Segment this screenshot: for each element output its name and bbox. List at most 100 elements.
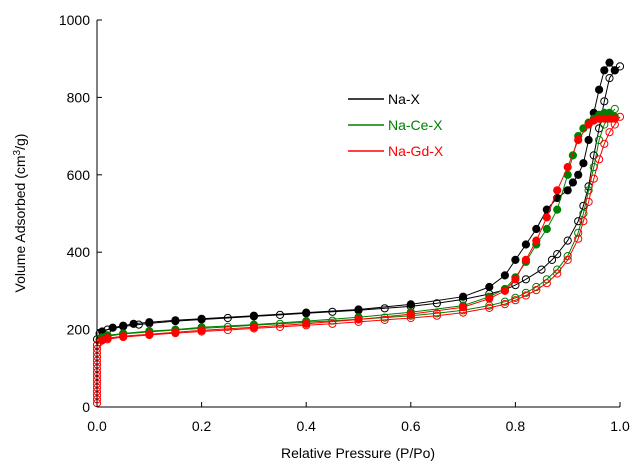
data-point-na-gd-x-adsorption — [574, 234, 583, 243]
data-point-na-gd-x-adsorption — [553, 269, 562, 278]
legend: Na-X Na-Ce-X Na-Gd-X — [348, 91, 444, 159]
ticks: 0.0 0.2 0.4 0.6 0.8 1.0 0 200 400 600 800 1000 — [59, 12, 630, 434]
data-point-na-gd-x-desorption — [302, 319, 311, 328]
y-tick-label: 800 — [67, 89, 91, 105]
series-line-na-x-desorption — [102, 61, 616, 332]
data-point-na-x-desorption — [197, 314, 206, 323]
data-point-na-ce-x-adsorption — [579, 209, 588, 218]
legend-label-na-ce-x: Na-Ce-X — [388, 117, 443, 133]
data-point-na-x-desorption — [563, 186, 572, 195]
data-point-na-gd-x-adsorption — [584, 197, 593, 206]
data-point-na-gd-x-adsorption — [432, 311, 441, 320]
data-point-na-x-desorption — [406, 300, 415, 309]
x-axis-label: Relative Pressure (P/Po) — [281, 445, 435, 461]
data-point-na-x-adsorption — [380, 304, 389, 313]
data-point-na-x-desorption — [574, 170, 583, 179]
plot-area — [92, 58, 625, 408]
data-point-na-x-desorption — [568, 178, 578, 187]
data-point-na-x-desorption — [610, 66, 619, 75]
data-point-na-ce-x-adsorption — [584, 186, 593, 195]
data-point-na-x-adsorption — [605, 74, 614, 83]
data-point-na-gd-x-desorption — [406, 310, 415, 319]
data-point-na-gd-x-adsorption — [500, 300, 509, 309]
data-point-na-x-adsorption — [275, 310, 285, 319]
data-point-na-x-adsorption — [432, 299, 441, 308]
data-point-na-x-desorption — [459, 292, 468, 301]
data-point-na-x-desorption — [119, 321, 128, 330]
series-line-na-x-adsorption — [96, 66, 621, 340]
data-point-na-ce-x-adsorption — [595, 135, 604, 145]
data-point-na-ce-x-adsorption — [511, 293, 520, 302]
data-point-na-x-desorption — [595, 85, 604, 94]
data-point-na-x-desorption — [249, 311, 258, 320]
data-point-na-x-adsorption — [223, 313, 232, 323]
x-tick-label: 0.0 — [87, 418, 107, 434]
data-point-na-x-desorption — [584, 135, 593, 145]
data-point-na-gd-x-desorption — [584, 120, 593, 129]
data-point-na-x-adsorption — [553, 250, 562, 259]
data-point-na-x-adsorption — [615, 62, 625, 71]
data-point-na-gd-x-adsorption — [589, 174, 598, 183]
data-point-na-gd-x-adsorption — [595, 155, 604, 164]
data-point-na-gd-x-adsorption — [579, 217, 588, 226]
data-point-na-x-desorption — [579, 159, 588, 168]
data-point-na-gd-x-desorption — [574, 135, 583, 145]
data-point-na-x-desorption — [129, 319, 138, 328]
data-point-na-gd-x-desorption — [354, 315, 363, 324]
data-point-na-ce-x-desorption — [553, 205, 562, 214]
data-point-na-x-adsorption — [521, 275, 531, 284]
data-point-na-gd-x-adsorption — [605, 128, 614, 137]
data-point-na-gd-x-adsorption — [511, 296, 520, 305]
data-point-na-x-adsorption — [563, 236, 572, 245]
data-point-na-gd-x-desorption — [553, 186, 562, 195]
data-point-na-gd-x-desorption — [563, 163, 572, 172]
axes — [96, 20, 620, 408]
data-point-na-x-desorption — [521, 240, 531, 249]
data-point-na-gd-x-adsorption — [521, 291, 531, 300]
x-tick-label: 0.4 — [296, 418, 316, 434]
data-point-na-ce-x-adsorption — [521, 288, 531, 297]
data-point-na-x-desorption — [605, 58, 614, 67]
data-point-na-ce-x-adsorption — [574, 228, 583, 237]
y-tick-label: 0 — [82, 399, 90, 415]
data-point-na-gd-x-desorption — [459, 303, 468, 312]
y-tick-label: 600 — [67, 167, 91, 183]
data-point-na-gd-x-adsorption — [275, 322, 285, 331]
y-tick-label: 200 — [67, 322, 91, 338]
x-tick-label: 1.0 — [610, 418, 630, 434]
data-point-na-gd-x-desorption — [521, 255, 531, 264]
data-point-na-gd-x-adsorption — [328, 319, 337, 328]
data-point-na-gd-x-desorption — [98, 336, 107, 345]
data-point-na-ce-x-desorption — [542, 224, 551, 234]
data-point-na-x-desorption — [354, 305, 363, 314]
data-point-na-x-desorption — [108, 323, 117, 332]
data-point-na-x-adsorption — [579, 201, 588, 210]
data-point-na-gd-x-adsorption — [600, 139, 609, 148]
data-point-na-x-adsorption — [328, 307, 337, 316]
y-axis-label: Volume Adsorbed (cm3/g) — [12, 134, 28, 293]
data-point-na-ce-x-adsorption — [432, 309, 441, 318]
data-point-na-ce-x-adsorption — [610, 104, 619, 114]
data-point-na-x-desorption — [511, 255, 520, 264]
data-point-na-x-desorption — [485, 282, 494, 292]
data-point-na-x-desorption — [145, 318, 154, 327]
data-point-na-gd-x-adsorption — [485, 303, 494, 312]
data-point-na-ce-x-adsorption — [500, 297, 509, 306]
data-point-na-gd-x-desorption — [511, 275, 520, 284]
legend-label-na-gd-x: Na-Gd-X — [388, 143, 444, 159]
data-point-na-x-desorption — [171, 316, 180, 325]
data-point-na-x-desorption — [302, 308, 311, 317]
data-point-na-gd-x-adsorption — [532, 286, 541, 295]
data-point-na-x-desorption — [500, 271, 509, 280]
data-point-na-gd-x-adsorption — [223, 325, 232, 335]
data-point-na-x-adsorption — [547, 255, 557, 264]
legend-label-na-x: Na-X — [388, 91, 421, 107]
data-point-na-gd-x-desorption — [542, 213, 551, 222]
data-point-na-gd-x-adsorption — [563, 255, 572, 264]
data-point-na-x-desorption — [600, 66, 609, 75]
y-tick-label: 1000 — [59, 12, 90, 28]
data-point-na-gd-x-desorption — [485, 294, 494, 303]
data-point-na-x-adsorption — [537, 265, 546, 274]
data-point-na-gd-x-desorption — [249, 323, 258, 332]
